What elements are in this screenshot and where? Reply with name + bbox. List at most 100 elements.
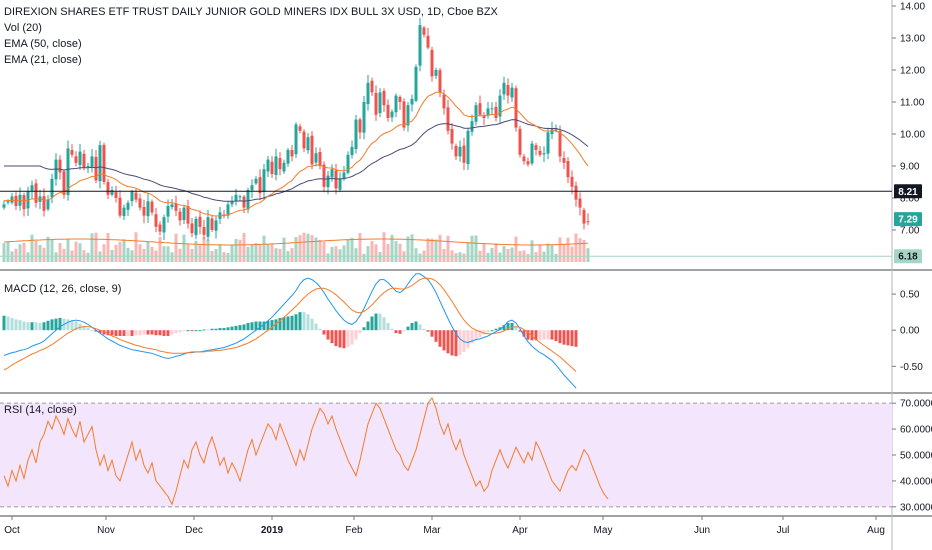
symbol-title[interactable]: DIREXION SHARES ETF TRUST DAILY JUNIOR G… [4, 6, 498, 18]
volume-bar [186, 243, 190, 262]
macd-histogram-bar [374, 313, 378, 331]
candle-body [286, 150, 290, 164]
macd-histogram-bar [198, 330, 202, 332]
volume-bar [354, 248, 358, 262]
candle-body [470, 121, 474, 132]
volume-bar [330, 246, 334, 262]
macd-indicator-label[interactable]: MACD (12, 26, close, 9) [4, 283, 122, 295]
volume-bar [238, 239, 242, 262]
candle-body [442, 94, 446, 109]
candle-body [530, 143, 534, 164]
macd-histogram-bar [342, 330, 346, 349]
time-tick-label: Jun [694, 525, 710, 536]
macd-line [3, 273, 577, 389]
candle-body [10, 196, 14, 203]
candle-body [258, 177, 262, 194]
macd-histogram-bar [382, 317, 386, 331]
rsi-indicator-label[interactable]: RSI (14, close) [4, 404, 77, 416]
macd-histogram-bar [102, 330, 106, 335]
candle-body [158, 224, 162, 232]
volume-bar [586, 248, 590, 262]
candle-body [350, 146, 354, 156]
macd-histogram-bar [114, 330, 118, 336]
macd-histogram-bar [190, 330, 194, 332]
macd-histogram-bar [98, 330, 102, 334]
volume-bar [298, 235, 302, 262]
macd-histogram-bar [310, 318, 314, 331]
macd-histogram-bar [302, 312, 306, 331]
candle-body [278, 158, 282, 170]
candle-body [34, 183, 38, 203]
macd-histogram-bar [194, 330, 198, 332]
volume-bar [502, 246, 506, 262]
candle-body [238, 196, 242, 198]
volume-bar [90, 233, 94, 262]
macd-histogram-bar [370, 316, 374, 331]
volume-bar [414, 248, 418, 262]
macd-histogram-bar [546, 330, 550, 340]
candle-body [154, 214, 158, 227]
candle-body [22, 195, 26, 210]
candle-body [302, 131, 306, 149]
macd-histogram-bar [474, 330, 478, 340]
volume-bar [266, 244, 270, 262]
macd-histogram-bar [462, 330, 466, 352]
candle-body [202, 227, 206, 235]
volume-bar [366, 246, 370, 262]
volume-bar [194, 240, 198, 262]
macd-histogram-bar [490, 330, 494, 332]
volume-bar [178, 248, 182, 262]
volume-bar [534, 252, 538, 262]
volume-bar [258, 244, 262, 262]
volume-bar [338, 249, 342, 262]
candle-body [418, 25, 422, 66]
macd-histogram-bar [414, 321, 418, 331]
candle-body [166, 206, 170, 217]
volume-bar [382, 232, 386, 262]
ema50-indicator-label[interactable]: EMA (50, close) [4, 38, 82, 50]
candle-body [410, 98, 414, 105]
candle-body [478, 103, 482, 115]
volume-bar [326, 253, 330, 262]
macd-histogram-bar [226, 327, 230, 331]
macd-histogram-bar [242, 324, 246, 331]
candle-body [118, 197, 122, 216]
candle-body [262, 169, 266, 192]
macd-histogram-bar [394, 330, 398, 334]
macd-histogram-bar [410, 322, 414, 331]
volume-bar [362, 253, 366, 262]
candle-body [2, 204, 6, 208]
volume-bar [146, 241, 150, 262]
ema21-indicator-label[interactable]: EMA (21, close) [4, 54, 82, 66]
macd-histogram-bar [138, 330, 142, 336]
volume-bar [454, 253, 458, 262]
candle-body [338, 178, 342, 190]
macd-histogram-bar [94, 330, 98, 332]
volume-bar [358, 232, 362, 262]
volume-bar [174, 233, 178, 262]
volume-bar [66, 239, 70, 262]
macd-histogram-bar [254, 321, 258, 331]
volume-bar [498, 252, 502, 262]
candle-body [174, 203, 178, 211]
macd-histogram-bar [38, 322, 42, 331]
macd-histogram-bar [286, 316, 290, 331]
candle-body [46, 199, 50, 210]
macd-histogram-bar [378, 313, 382, 331]
candle-body [534, 145, 538, 150]
candle-body [294, 124, 298, 155]
volume-bar [510, 247, 514, 262]
volume-indicator-label[interactable]: Vol (20) [4, 22, 42, 34]
price-badge-label: 8.21 [898, 187, 918, 198]
candle-body [526, 161, 530, 165]
candle-body [210, 218, 214, 230]
candle-body [482, 115, 486, 118]
volume-bar [466, 242, 470, 262]
volume-bar [438, 234, 442, 262]
macd-histogram-bar [354, 330, 358, 340]
volume-bar [94, 232, 98, 262]
candle-body [194, 218, 198, 236]
macd-histogram-bar [202, 329, 206, 331]
